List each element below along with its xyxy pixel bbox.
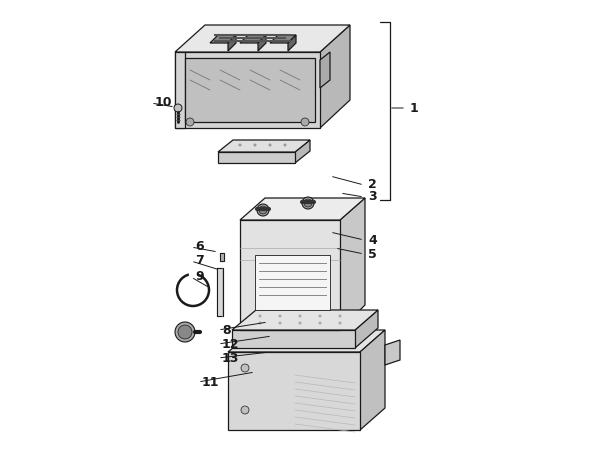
Circle shape	[183, 280, 203, 300]
Text: 10: 10	[155, 96, 173, 110]
Polygon shape	[185, 58, 315, 122]
Circle shape	[318, 314, 321, 317]
Circle shape	[278, 314, 282, 317]
Polygon shape	[232, 330, 355, 348]
Circle shape	[302, 197, 314, 209]
Circle shape	[304, 199, 312, 207]
Wedge shape	[190, 273, 196, 290]
Polygon shape	[210, 35, 236, 43]
Circle shape	[278, 322, 282, 324]
Polygon shape	[218, 152, 295, 163]
Circle shape	[257, 204, 269, 216]
Circle shape	[269, 143, 272, 146]
Polygon shape	[220, 253, 224, 261]
Circle shape	[299, 322, 302, 324]
Circle shape	[338, 322, 341, 324]
Circle shape	[301, 118, 309, 126]
Polygon shape	[217, 268, 223, 316]
Polygon shape	[355, 310, 378, 348]
Polygon shape	[175, 25, 350, 52]
Polygon shape	[240, 198, 365, 220]
Text: 11: 11	[202, 376, 220, 389]
Polygon shape	[240, 220, 340, 330]
Polygon shape	[288, 35, 296, 51]
Polygon shape	[320, 52, 330, 88]
Polygon shape	[232, 310, 378, 330]
Polygon shape	[175, 52, 185, 128]
Circle shape	[174, 104, 182, 112]
Circle shape	[283, 143, 286, 146]
Polygon shape	[340, 198, 365, 330]
Circle shape	[239, 143, 242, 146]
Text: 4: 4	[368, 234, 377, 247]
Polygon shape	[228, 330, 385, 352]
Polygon shape	[360, 330, 385, 430]
Circle shape	[258, 322, 261, 324]
Circle shape	[178, 325, 192, 339]
Text: 5: 5	[368, 247, 377, 260]
Circle shape	[241, 406, 249, 414]
Circle shape	[299, 314, 302, 317]
Circle shape	[241, 364, 249, 372]
Polygon shape	[240, 35, 266, 43]
Text: 12: 12	[222, 338, 239, 351]
Polygon shape	[295, 140, 310, 163]
Circle shape	[175, 322, 195, 342]
Text: 7: 7	[195, 255, 204, 267]
Polygon shape	[320, 25, 350, 128]
Text: 9: 9	[195, 270, 204, 284]
Text: 6: 6	[195, 240, 204, 254]
Circle shape	[318, 322, 321, 324]
Circle shape	[259, 206, 267, 214]
Polygon shape	[175, 52, 320, 128]
Polygon shape	[258, 35, 266, 51]
Circle shape	[253, 143, 256, 146]
Circle shape	[186, 118, 194, 126]
Polygon shape	[228, 352, 360, 430]
Circle shape	[338, 314, 341, 317]
Text: 3: 3	[368, 190, 376, 203]
Text: 2: 2	[368, 179, 377, 191]
Text: 1: 1	[410, 102, 419, 114]
Polygon shape	[218, 140, 310, 152]
Polygon shape	[385, 340, 400, 365]
Circle shape	[258, 314, 261, 317]
Bar	[255, 255, 330, 310]
Polygon shape	[228, 35, 236, 51]
Polygon shape	[270, 35, 296, 43]
Text: 13: 13	[222, 352, 239, 364]
Text: 8: 8	[222, 323, 231, 336]
